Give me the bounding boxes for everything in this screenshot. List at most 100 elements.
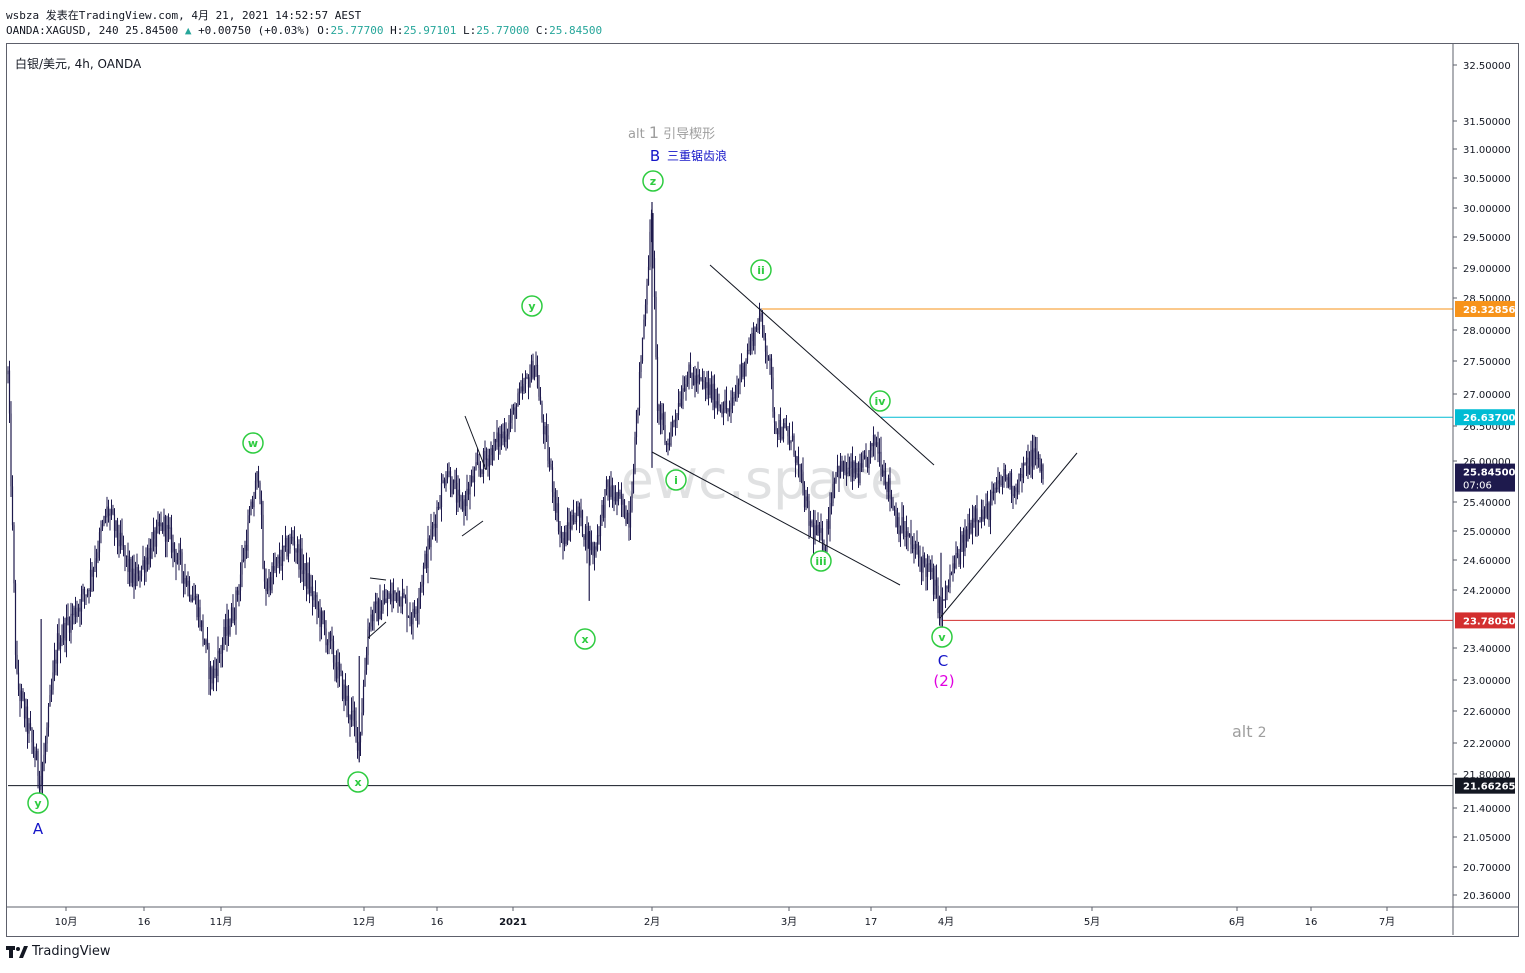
label-C: C <box>938 652 948 670</box>
candle-body <box>491 448 494 461</box>
candle-body <box>41 770 44 785</box>
y-tick-label: 24.60000 <box>1463 556 1511 567</box>
candle-body <box>404 597 407 599</box>
candle-body <box>611 485 614 497</box>
candle-body <box>629 510 632 528</box>
candle-body <box>565 532 567 544</box>
candle-body <box>419 586 422 598</box>
candle-body <box>518 391 521 394</box>
candle-body <box>148 548 150 565</box>
x-tick-label: 2月 <box>644 916 660 928</box>
candle-body <box>517 393 519 407</box>
candle-body <box>34 753 36 761</box>
label-wave-2: (2) <box>933 672 954 690</box>
symbol-label: 白银/美元, 4h, OANDA <box>15 57 142 71</box>
y-tick-label: 21.80000 <box>1463 770 1511 781</box>
candle-body <box>178 550 180 560</box>
candle-body <box>895 510 897 528</box>
candle-body <box>388 593 390 599</box>
wave-label-y: y <box>27 792 49 814</box>
wave-label-text: ii <box>757 264 765 277</box>
candle-body <box>88 590 90 592</box>
candle-body <box>23 698 26 719</box>
candle-body <box>302 570 305 575</box>
candle-body <box>385 598 387 603</box>
candle-body <box>376 601 378 621</box>
candle-body <box>395 592 398 602</box>
y-tick-label: 32.50000 <box>1463 61 1511 72</box>
candle-body <box>973 518 975 523</box>
candle-body <box>683 388 686 391</box>
open-value: 25.77700 <box>330 24 384 37</box>
candle-body <box>502 431 504 439</box>
candle-body <box>809 521 812 526</box>
candle-body <box>80 594 83 612</box>
candle-body <box>437 506 440 508</box>
candle-body <box>692 378 695 386</box>
candle-body <box>275 558 278 567</box>
candle-body <box>536 364 539 388</box>
candle-body <box>1015 487 1017 492</box>
candle-body <box>749 341 752 351</box>
candle-body <box>715 401 717 408</box>
candle-body <box>298 544 300 570</box>
candle-body <box>635 410 638 438</box>
y-tick-label: 21.40000 <box>1463 804 1511 815</box>
candle-body <box>229 625 231 635</box>
candle-body <box>46 727 48 744</box>
candle-body <box>998 480 1001 484</box>
candle-body <box>557 503 560 532</box>
chart-frame[interactable] <box>6 43 1519 937</box>
candle-body <box>187 580 189 586</box>
candle-body <box>1000 483 1002 485</box>
x-tick-label: 3月 <box>781 916 797 928</box>
candle-body <box>241 559 243 575</box>
candle-body <box>106 506 108 518</box>
candle-body <box>367 629 369 656</box>
candle-body <box>218 650 221 654</box>
candle-body <box>436 506 438 528</box>
candle-body <box>956 553 959 555</box>
candle-body <box>409 616 411 619</box>
candle-body <box>43 754 45 771</box>
candle-body <box>500 433 503 439</box>
candle-body <box>442 480 444 484</box>
candle-body <box>923 555 926 564</box>
candle-body <box>374 601 377 605</box>
candle-body <box>326 642 329 646</box>
y-tick-label: 20.36000 <box>1463 891 1511 902</box>
candle-body <box>796 456 798 463</box>
wave-label-iv: iv <box>869 390 891 412</box>
candle-body <box>977 521 980 523</box>
candle-body <box>988 503 990 521</box>
candle-body <box>974 508 977 523</box>
candle-body <box>775 422 777 431</box>
candle-body <box>431 525 434 530</box>
candle-body <box>424 553 426 566</box>
candle-body <box>265 581 267 592</box>
footer[interactable]: TradingView <box>6 944 111 959</box>
channel-support-line <box>939 452 1078 619</box>
candle-body <box>245 544 248 551</box>
candle-body <box>386 598 389 603</box>
candle-body <box>841 461 843 472</box>
candle-body <box>793 435 795 455</box>
candle-body <box>220 652 222 654</box>
candle-body <box>292 536 294 542</box>
candle-body <box>76 611 78 617</box>
candle-body <box>527 377 530 388</box>
candle-body <box>605 480 608 490</box>
candle-body <box>314 594 317 598</box>
candle-body <box>278 556 281 564</box>
x-tick-label: 6月 <box>1229 916 1245 928</box>
candle-body <box>257 471 260 483</box>
candle-body <box>934 579 936 595</box>
candle-body <box>458 489 461 496</box>
candle-body <box>299 548 302 570</box>
candle-body <box>355 720 357 728</box>
candle-body <box>533 366 536 379</box>
candle-body <box>401 592 404 607</box>
candle-body <box>905 531 908 537</box>
candle-body <box>466 488 468 507</box>
